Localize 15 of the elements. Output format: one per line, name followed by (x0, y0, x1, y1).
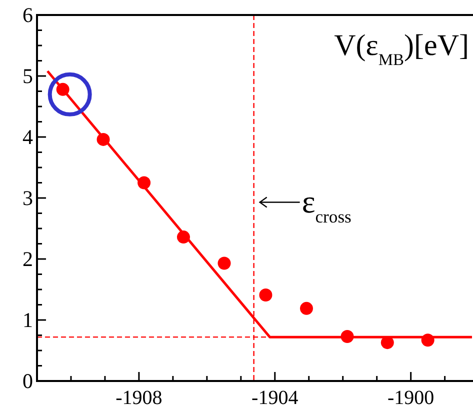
point (300, 302, 313, 315)
annotation: ε$_{cross}$ (302, 183, 352, 226)
x-tick-label: -1908 (116, 387, 162, 407)
x-tick-label: -1900 (387, 387, 434, 407)
y-tick-label: 1 (22, 308, 33, 332)
y-tick-label: 5 (22, 64, 33, 88)
y-tick-label: 2 (22, 247, 33, 271)
y-tick-label: 0 (22, 369, 33, 393)
x-tick-label: -1904 (252, 387, 298, 407)
point (259, 288, 272, 302)
point (218, 256, 231, 270)
annotation: V(ε$_{MB}$)[eV] (334, 29, 469, 68)
y-tick-label: 4 (22, 125, 34, 149)
y-tick-label: 3 (22, 186, 33, 210)
y-tick-label: 6 (22, 3, 33, 27)
